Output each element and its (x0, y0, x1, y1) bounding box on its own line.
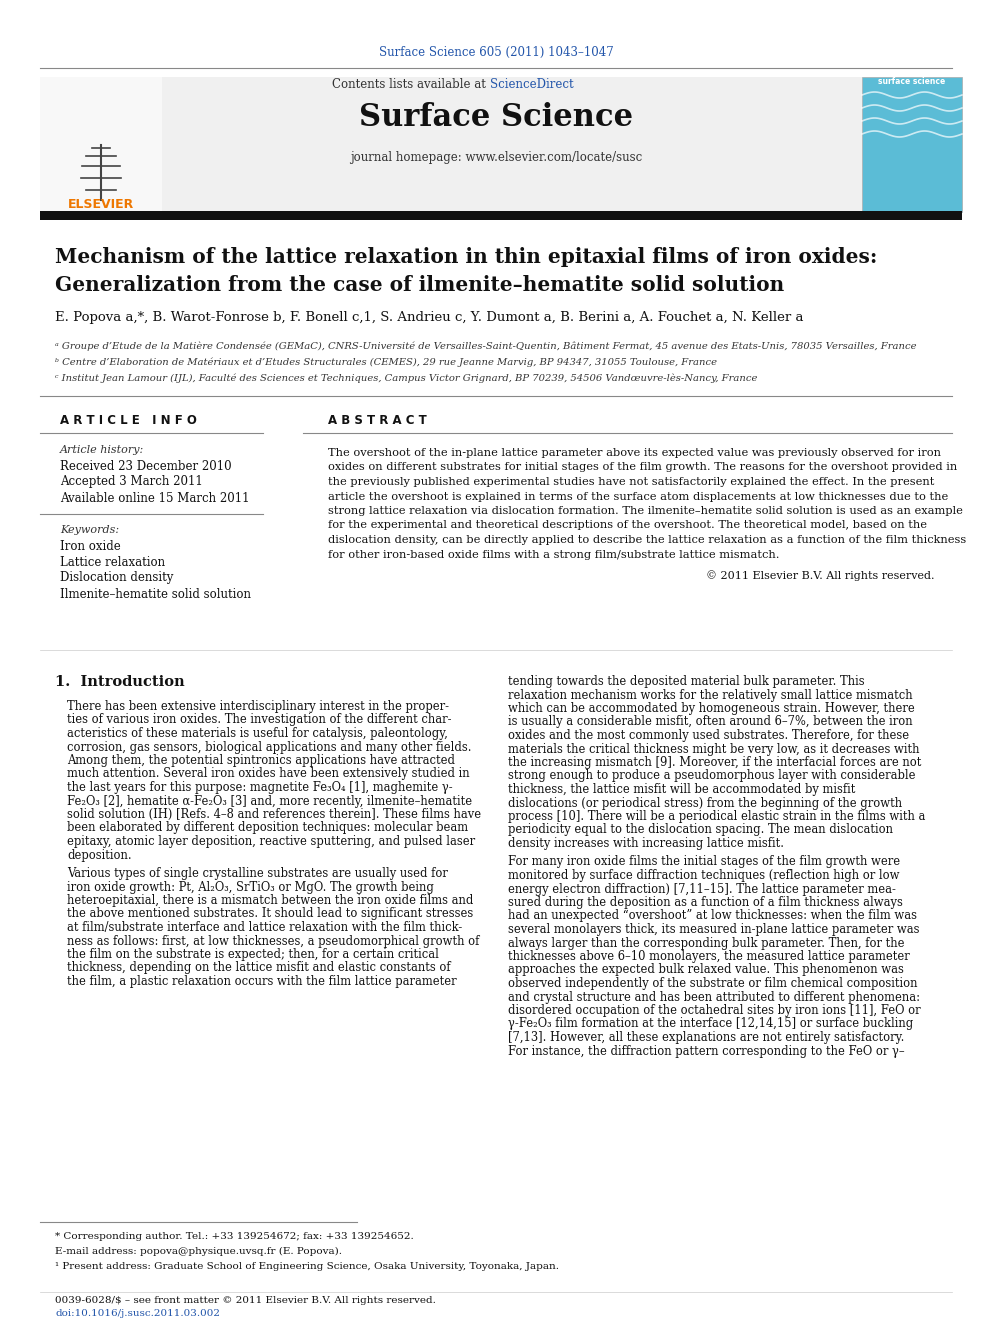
Text: 0039-6028/$ – see front matter © 2011 Elsevier B.V. All rights reserved.: 0039-6028/$ – see front matter © 2011 El… (55, 1297, 435, 1304)
Text: much attention. Several iron oxides have been extensively studied in: much attention. Several iron oxides have… (67, 767, 469, 781)
Text: the previously published experimental studies have not satisfactorily explained : the previously published experimental st… (328, 478, 934, 487)
Text: for the experimental and theoretical descriptions of the overshoot. The theoreti: for the experimental and theoretical des… (328, 520, 927, 531)
Text: deposition.: deposition. (67, 848, 132, 861)
Text: ᶜ Institut Jean Lamour (IJL), Faculté des Sciences et Techniques, Campus Victor : ᶜ Institut Jean Lamour (IJL), Faculté de… (55, 373, 757, 382)
Text: process [10]. There will be a periodical elastic strain in the films with a: process [10]. There will be a periodical… (508, 810, 926, 823)
Text: Ilmenite–hematite solid solution: Ilmenite–hematite solid solution (60, 587, 251, 601)
Text: ness as follows: first, at low thicknesses, a pseudomorphical growth of: ness as follows: first, at low thickness… (67, 934, 479, 947)
Text: the last years for this purpose: magnetite Fe₃O₄ [1], maghemite γ-: the last years for this purpose: magneti… (67, 781, 452, 794)
Text: the increasing mismatch [9]. Moreover, if the interfacial forces are not: the increasing mismatch [9]. Moreover, i… (508, 755, 922, 769)
FancyBboxPatch shape (862, 77, 962, 212)
Text: Lattice relaxation: Lattice relaxation (60, 556, 165, 569)
FancyBboxPatch shape (40, 77, 862, 212)
Text: E-mail address: popova@physique.uvsq.fr (E. Popova).: E-mail address: popova@physique.uvsq.fr … (55, 1248, 342, 1256)
Text: which can be accommodated by homogeneous strain. However, there: which can be accommodated by homogeneous… (508, 703, 915, 714)
Text: Among them, the potential spintronics applications have attracted: Among them, the potential spintronics ap… (67, 754, 455, 767)
Text: Received 23 December 2010: Received 23 December 2010 (60, 459, 231, 472)
Text: iron oxide growth: Pt, Al₂O₃, SrTiO₃ or MgO. The growth being: iron oxide growth: Pt, Al₂O₃, SrTiO₃ or … (67, 881, 434, 893)
Text: several monolayers thick, its measured in-plane lattice parameter was: several monolayers thick, its measured i… (508, 923, 920, 935)
Text: dislocations (or periodical stress) from the beginning of the growth: dislocations (or periodical stress) from… (508, 796, 902, 810)
Text: There has been extensive interdisciplinary interest in the proper-: There has been extensive interdisciplina… (67, 700, 449, 713)
Text: © 2011 Elsevier B.V. All rights reserved.: © 2011 Elsevier B.V. All rights reserved… (706, 570, 935, 581)
Text: The overshoot of the in-plane lattice parameter above its expected value was pre: The overshoot of the in-plane lattice pa… (328, 448, 941, 458)
Text: Available online 15 March 2011: Available online 15 March 2011 (60, 492, 250, 504)
Text: tending towards the deposited material bulk parameter. This: tending towards the deposited material b… (508, 675, 865, 688)
Text: 1.  Introduction: 1. Introduction (55, 675, 185, 689)
Text: For many iron oxide films the initial stages of the film growth were: For many iron oxide films the initial st… (508, 856, 900, 868)
Text: always larger than the corresponding bulk parameter. Then, for the: always larger than the corresponding bul… (508, 937, 905, 950)
Text: the film on the substrate is expected; then, for a certain critical: the film on the substrate is expected; t… (67, 949, 438, 960)
Text: ᵇ Centre d’Elaboration de Matériaux et d’Etudes Structurales (CEMES), 29 rue Jea: ᵇ Centre d’Elaboration de Matériaux et d… (55, 357, 717, 366)
Text: ties of various iron oxides. The investigation of the different char-: ties of various iron oxides. The investi… (67, 713, 451, 726)
Text: disordered occupation of the octahedral sites by iron ions [11], FeO or: disordered occupation of the octahedral … (508, 1004, 921, 1017)
Text: Fe₂O₃ [2], hematite α-Fe₂O₃ [3] and, more recently, ilmenite–hematite: Fe₂O₃ [2], hematite α-Fe₂O₃ [3] and, mor… (67, 795, 472, 807)
Text: E. Popova a,*, B. Warot-Fonrose b, F. Bonell c,1, S. Andrieu c, Y. Dumont a, B. : E. Popova a,*, B. Warot-Fonrose b, F. Bo… (55, 311, 804, 324)
Text: surface science: surface science (878, 78, 945, 86)
Text: the film, a plastic relaxation occurs with the film lattice parameter: the film, a plastic relaxation occurs wi… (67, 975, 456, 988)
Text: ELSEVIER: ELSEVIER (67, 198, 134, 212)
Text: observed independently of the substrate or film chemical composition: observed independently of the substrate … (508, 976, 918, 990)
Text: at film/substrate interface and lattice relaxation with the film thick-: at film/substrate interface and lattice … (67, 921, 462, 934)
Text: A B S T R A C T: A B S T R A C T (328, 414, 427, 426)
Text: For instance, the diffraction pattern corresponding to the FeO or γ–: For instance, the diffraction pattern co… (508, 1044, 905, 1057)
Text: ¹ Present address: Graduate School of Engineering Science, Osaka University, Toy: ¹ Present address: Graduate School of En… (55, 1262, 559, 1271)
Text: Dislocation density: Dislocation density (60, 572, 174, 585)
FancyBboxPatch shape (40, 77, 162, 212)
Text: had an unexpected “overshoot” at low thicknesses: when the film was: had an unexpected “overshoot” at low thi… (508, 909, 917, 922)
Text: journal homepage: www.elsevier.com/locate/susc: journal homepage: www.elsevier.com/locat… (350, 152, 642, 164)
Text: oxides on different substrates for initial stages of the film growth. The reason: oxides on different substrates for initi… (328, 463, 957, 472)
Text: [7,13]. However, all these explanations are not entirely satisfactory.: [7,13]. However, all these explanations … (508, 1031, 905, 1044)
Text: monitored by surface diffraction techniques (reflection high or low: monitored by surface diffraction techniq… (508, 869, 900, 882)
Text: γ-Fe₂O₃ film formation at the interface [12,14,15] or surface buckling: γ-Fe₂O₃ film formation at the interface … (508, 1017, 914, 1031)
Text: sured during the deposition as a function of a film thickness always: sured during the deposition as a functio… (508, 896, 903, 909)
Text: strong enough to produce a pseudomorphous layer with considerable: strong enough to produce a pseudomorphou… (508, 770, 916, 782)
Text: Article history:: Article history: (60, 445, 144, 455)
FancyBboxPatch shape (40, 210, 962, 220)
Text: ᵃ Groupe d’Etude de la Matière Condensée (GEMaC), CNRS-Université de Versailles-: ᵃ Groupe d’Etude de la Matière Condensée… (55, 341, 917, 351)
Text: been elaborated by different deposition techniques: molecular beam: been elaborated by different deposition … (67, 822, 468, 835)
Text: thicknesses above 6–10 monolayers, the measured lattice parameter: thicknesses above 6–10 monolayers, the m… (508, 950, 910, 963)
Text: is usually a considerable misfit, often around 6–7%, between the iron: is usually a considerable misfit, often … (508, 716, 913, 729)
Text: strong lattice relaxation via dislocation formation. The ilmenite–hematite solid: strong lattice relaxation via dislocatio… (328, 505, 963, 516)
Text: article the overshoot is explained in terms of the surface atom displacements at: article the overshoot is explained in te… (328, 492, 948, 501)
Text: ScienceDirect: ScienceDirect (490, 78, 573, 90)
Text: relaxation mechanism works for the relatively small lattice mismatch: relaxation mechanism works for the relat… (508, 688, 913, 701)
Text: thickness, the lattice misfit will be accommodated by misfit: thickness, the lattice misfit will be ac… (508, 783, 855, 796)
Text: oxides and the most commonly used substrates. Therefore, for these: oxides and the most commonly used substr… (508, 729, 909, 742)
Text: approaches the expected bulk relaxed value. This phenomenon was: approaches the expected bulk relaxed val… (508, 963, 904, 976)
Text: solid solution (IH) [Refs. 4–8 and references therein]. These films have: solid solution (IH) [Refs. 4–8 and refer… (67, 808, 481, 822)
Text: epitaxy, atomic layer deposition, reactive sputtering, and pulsed laser: epitaxy, atomic layer deposition, reacti… (67, 835, 475, 848)
Text: Generalization from the case of ilmenite–hematite solid solution: Generalization from the case of ilmenite… (55, 275, 785, 295)
Text: * Corresponding author. Tel.: +33 139254672; fax: +33 139254652.: * Corresponding author. Tel.: +33 139254… (55, 1232, 414, 1241)
Text: Iron oxide: Iron oxide (60, 540, 121, 553)
Text: for other iron-based oxide films with a strong film/substrate lattice mismatch.: for other iron-based oxide films with a … (328, 549, 780, 560)
Text: energy electron diffraction) [7,11–15]. The lattice parameter mea-: energy electron diffraction) [7,11–15]. … (508, 882, 896, 896)
Text: density increases with increasing lattice misfit.: density increases with increasing lattic… (508, 837, 784, 849)
Text: the above mentioned substrates. It should lead to significant stresses: the above mentioned substrates. It shoul… (67, 908, 473, 921)
Text: doi:10.1016/j.susc.2011.03.002: doi:10.1016/j.susc.2011.03.002 (55, 1308, 220, 1318)
Text: A R T I C L E   I N F O: A R T I C L E I N F O (60, 414, 196, 426)
Text: and crystal structure and has been attributed to different phenomena:: and crystal structure and has been attri… (508, 991, 920, 1004)
Text: Various types of single crystalline substrates are usually used for: Various types of single crystalline subs… (67, 867, 447, 880)
Text: Contents lists available at: Contents lists available at (332, 78, 490, 90)
Text: periodicity equal to the dislocation spacing. The mean dislocation: periodicity equal to the dislocation spa… (508, 823, 893, 836)
Text: corrosion, gas sensors, biological applications and many other fields.: corrosion, gas sensors, biological appli… (67, 741, 471, 754)
Text: Mechanism of the lattice relaxation in thin epitaxial films of iron oxides:: Mechanism of the lattice relaxation in t… (55, 247, 877, 267)
Text: materials the critical thickness might be very low, as it decreases with: materials the critical thickness might b… (508, 742, 920, 755)
Text: heteroepitaxial, there is a mismatch between the iron oxide films and: heteroepitaxial, there is a mismatch bet… (67, 894, 473, 908)
Text: Keywords:: Keywords: (60, 525, 119, 534)
Text: Accepted 3 March 2011: Accepted 3 March 2011 (60, 475, 202, 488)
Text: thickness, depending on the lattice misfit and elastic constants of: thickness, depending on the lattice misf… (67, 962, 450, 975)
Text: Surface Science: Surface Science (359, 102, 633, 134)
Text: acteristics of these materials is useful for catalysis, paleontology,: acteristics of these materials is useful… (67, 728, 447, 740)
Text: Surface Science 605 (2011) 1043–1047: Surface Science 605 (2011) 1043–1047 (379, 45, 613, 58)
Text: dislocation density, can be directly applied to describe the lattice relaxation : dislocation density, can be directly app… (328, 534, 966, 545)
